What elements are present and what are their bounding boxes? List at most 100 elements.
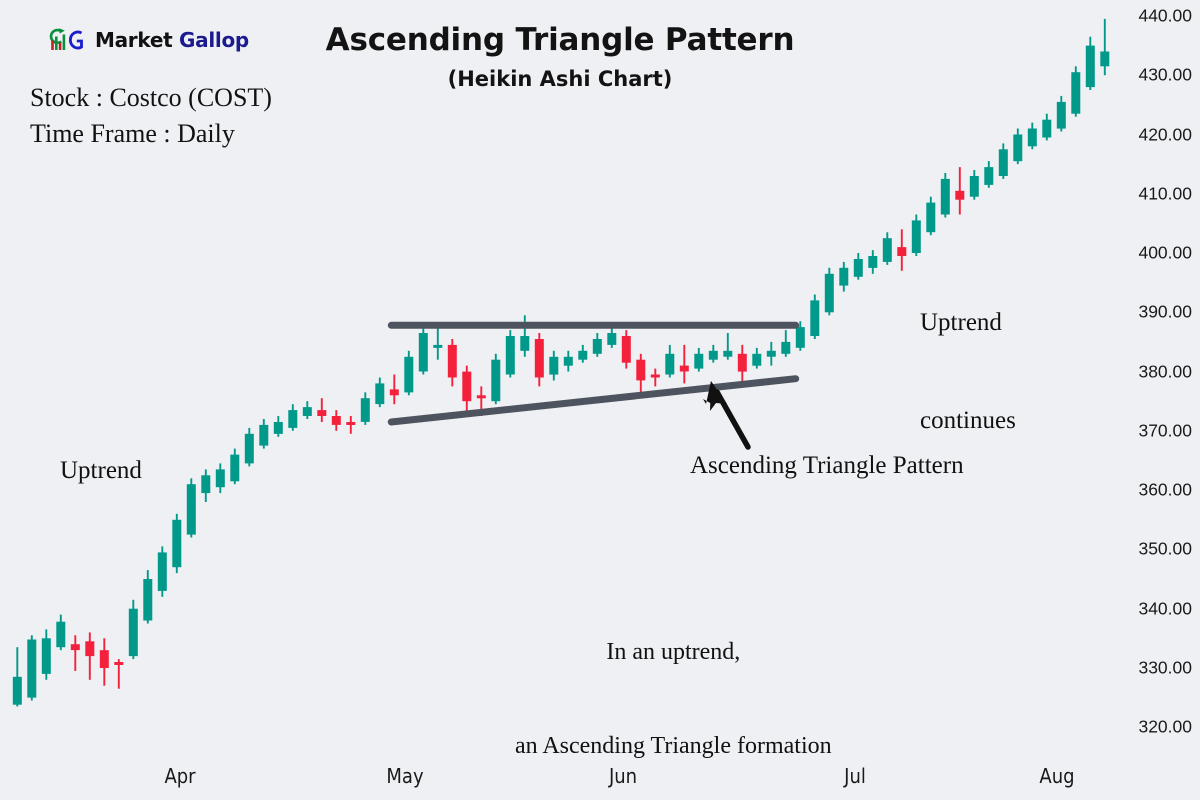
y-axis-tick-label: 440.00 — [1138, 5, 1192, 26]
candle-body — [621, 336, 631, 363]
x-axis-tick-label: Apr — [164, 764, 196, 788]
candle-body — [157, 552, 167, 591]
candle-body — [549, 356, 559, 375]
y-axis-tick-label: 320.00 — [1138, 716, 1192, 737]
candle-body — [636, 359, 646, 381]
x-axis-tick-label: Jul — [844, 764, 866, 788]
annotation-note: In an uptrend, an Ascending Triangle for… — [515, 575, 832, 800]
candle-body — [389, 389, 399, 396]
candle-body — [708, 350, 718, 360]
candle-body — [578, 350, 588, 360]
candle-body — [462, 371, 472, 402]
candle-body — [331, 416, 341, 425]
candle-body — [259, 424, 269, 446]
y-axis-tick-label: 360.00 — [1138, 479, 1192, 500]
candle-body — [476, 395, 486, 399]
candle-body — [940, 178, 950, 215]
candle-body — [563, 356, 573, 366]
chart-meta: Stock : Costco (COST) Time Frame : Daily — [30, 80, 272, 152]
candle-body — [723, 350, 733, 357]
y-axis-tick-label: 390.00 — [1138, 301, 1192, 322]
candle-body — [839, 267, 849, 286]
candle-body — [143, 579, 153, 621]
candle-body — [128, 608, 138, 657]
candle-body — [41, 638, 51, 674]
candle-body — [346, 422, 356, 425]
candle-body — [273, 422, 283, 434]
y-axis-tick-label: 430.00 — [1138, 64, 1192, 85]
candle-body — [1085, 45, 1095, 88]
candle-body — [911, 220, 921, 253]
candle-body — [679, 365, 689, 372]
candle-body — [114, 662, 124, 665]
annotation-uptrend-continues-line1: Uptrend — [920, 309, 1002, 336]
candle-body — [1056, 101, 1066, 129]
candle-body — [1071, 72, 1081, 114]
candle-body — [404, 356, 414, 393]
candle-body — [1042, 119, 1052, 138]
candle-body — [215, 469, 225, 488]
annotation-uptrend-continues: Uptrend continues — [920, 242, 1016, 502]
y-axis-tick-label: 340.00 — [1138, 598, 1192, 619]
candle-body — [360, 398, 370, 422]
annotation-pattern-label: Ascending Triangle Pattern — [690, 452, 964, 479]
candle-body — [85, 641, 95, 657]
brand-name-gallop: Gallop — [179, 28, 249, 52]
candle-body — [302, 407, 312, 416]
candle-body — [1100, 51, 1110, 67]
x-axis-tick-label: May — [386, 764, 424, 788]
candle-body — [447, 344, 457, 378]
candle-body — [1013, 134, 1023, 162]
brand-name-market: Market — [95, 28, 180, 52]
x-axis-tick-label: Jun — [608, 764, 638, 788]
y-axis-tick-label: 420.00 — [1138, 124, 1192, 144]
brand-name: Market Gallop — [95, 28, 249, 52]
candle-body — [520, 336, 530, 351]
market-gallop-logo-icon — [49, 28, 83, 50]
candle-body — [737, 353, 747, 372]
candle-body — [607, 333, 617, 345]
candle-body — [824, 273, 834, 313]
candle-body — [317, 410, 327, 416]
candle-body — [868, 256, 878, 268]
y-axis-tick-label: 410.00 — [1138, 183, 1192, 204]
y-axis-tick-label: 350.00 — [1138, 538, 1192, 559]
candle-body — [766, 350, 776, 357]
candle-body — [418, 333, 428, 372]
annotation-note-line2: an Ascending Triangle formation — [515, 732, 832, 759]
candle-body — [1027, 128, 1037, 147]
candle-body — [433, 344, 443, 348]
candle-body — [70, 644, 80, 651]
candle-body — [969, 176, 979, 197]
candle-body — [201, 475, 211, 494]
candle-body — [186, 484, 196, 535]
candle-body — [650, 374, 660, 378]
candle-body — [230, 454, 240, 482]
candle-body — [592, 339, 602, 354]
candle-body — [56, 621, 66, 648]
candle-body — [882, 238, 892, 262]
candle-body — [955, 190, 965, 200]
candle-body — [810, 300, 820, 336]
annotation-uptrend: Uptrend — [60, 457, 142, 484]
candle-body — [534, 339, 544, 378]
candle-body — [244, 433, 254, 464]
y-axis-tick-label: 380.00 — [1138, 361, 1192, 382]
pattern-arrow-icon — [703, 381, 751, 450]
candle-body — [781, 341, 791, 354]
y-axis-tick-label: 400.00 — [1138, 242, 1192, 263]
candle-body — [99, 650, 109, 668]
annotation-uptrend-continues-line2: continues — [920, 406, 1016, 434]
candle-body — [288, 410, 298, 428]
candle-body — [491, 359, 501, 402]
candle-body — [853, 259, 863, 277]
y-axis-tick-label: 370.00 — [1138, 420, 1192, 441]
candle-body — [27, 639, 37, 698]
x-axis-tick-label: Aug — [1039, 764, 1075, 788]
candle-body — [752, 353, 762, 366]
candle-body — [984, 167, 994, 185]
candle-body — [795, 327, 805, 348]
annotation-note-line1: In an uptrend, — [606, 639, 741, 666]
